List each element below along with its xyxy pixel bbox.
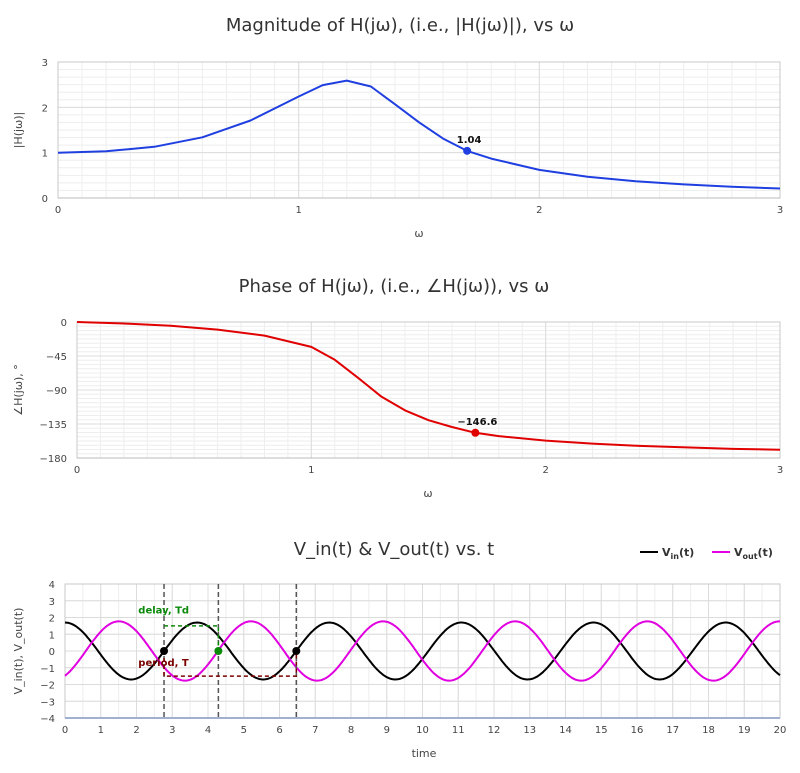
y-tick-label: 1 [49, 630, 55, 641]
x-tick-label: 0 [62, 725, 68, 736]
y-tick-label: −135 [40, 420, 67, 431]
delay-bracket [164, 625, 220, 651]
x-tick-label: 19 [738, 725, 751, 736]
phase-plot: 0 1 2 3 0 −45 −90 −135 −180 −146.6 [40, 318, 784, 476]
phase-x-label: ω [423, 487, 432, 500]
x-tick-label: 1 [295, 205, 301, 216]
legend-vin-label: Vin(t) [662, 546, 694, 561]
time-x-label: time [412, 747, 437, 760]
phase-chart-title: Phase of H(jω), (i.e., ∠H(jω)), vs ω [239, 276, 550, 297]
phase-series-line [76, 321, 781, 451]
vout-series-line [64, 620, 780, 682]
y-tick-label: 0 [49, 647, 55, 658]
y-tick-label: 3 [49, 597, 55, 608]
x-tick-label: 4 [205, 725, 211, 736]
magnitude-series-line [57, 79, 781, 190]
time-y-label: V_in(t), V_out(t) [12, 608, 25, 695]
magnitude-chart-title: Magnitude of H(jω), (i.e., |H(jω)|), vs … [226, 15, 574, 36]
phase-y-label: ∠H(jω), ° [12, 364, 25, 415]
x-tick-label: 3 [777, 205, 783, 216]
y-tick-label: −4 [40, 714, 55, 725]
magnitude-x-label: ω [414, 227, 423, 240]
phase-marker-label: −146.6 [457, 417, 497, 428]
y-tick-label: 2 [42, 103, 48, 114]
x-tick-label: 11 [452, 725, 465, 736]
y-tick-label: −90 [46, 386, 67, 397]
y-tick-label: 0 [42, 194, 48, 205]
period-label: period, T [138, 658, 189, 669]
x-tick-label: 14 [559, 725, 572, 736]
x-tick-label: 9 [384, 725, 390, 736]
zero-crossing-point [214, 647, 223, 655]
x-tick-label: 7 [312, 725, 318, 736]
zero-crossing-point [292, 647, 301, 655]
x-tick-label: 17 [666, 725, 679, 736]
y-tick-label: −2 [40, 681, 55, 692]
x-tick-label: 1 [308, 465, 314, 476]
time-chart-title: V_in(t) & V_out(t) vs. t [294, 539, 494, 560]
x-tick-label: 15 [595, 725, 608, 736]
x-tick-label: 16 [631, 725, 644, 736]
x-tick-label: 3 [777, 465, 783, 476]
magnitude-marker-point [463, 146, 472, 155]
period-bracket [163, 651, 298, 677]
x-tick-label: 6 [276, 725, 282, 736]
x-tick-label: 2 [542, 465, 548, 476]
x-tick-label: 3 [169, 725, 175, 736]
y-tick-label: 4 [49, 580, 55, 591]
y-tick-label: −3 [40, 697, 55, 708]
y-tick-label: 1 [42, 149, 48, 160]
magnitude-y-label: |H(jω)| [12, 112, 25, 149]
x-tick-label: 8 [348, 725, 354, 736]
magnitude-marker-label: 1.04 [457, 135, 482, 146]
zero-crossing-point [160, 647, 169, 655]
x-tick-label: 18 [702, 725, 715, 736]
x-tick-label: 10 [416, 725, 429, 736]
y-tick-label: −180 [40, 454, 67, 465]
time-plot: 0 1 2 3 4 5 6 7 8 9 10 11 12 13 14 15 16 17 18 19 2043210−1−… [40, 580, 786, 736]
y-tick-label: −1 [40, 664, 55, 675]
x-tick-label: 13 [523, 725, 536, 736]
x-tick-label: 2 [536, 205, 542, 216]
y-tick-label: 2 [49, 614, 55, 625]
x-tick-label: 0 [55, 205, 61, 216]
magnitude-plot: 0 1 2 3 0 1 2 3 1.04 [42, 58, 784, 216]
delay-label: delay, Td [138, 605, 189, 616]
legend-vout-label: Vout(t) [734, 546, 773, 561]
y-tick-label: −45 [46, 352, 67, 363]
x-tick-label: 20 [774, 725, 787, 736]
x-tick-label: 12 [488, 725, 501, 736]
y-tick-label: 0 [61, 318, 67, 329]
x-tick-label: 2 [133, 725, 139, 736]
x-tick-label: 5 [241, 725, 247, 736]
x-tick-label: 0 [74, 465, 80, 476]
legend[interactable]: Vin(t) Vout(t) [640, 546, 773, 561]
phase-marker-point [471, 428, 480, 437]
x-tick-label: 1 [98, 725, 104, 736]
y-tick-label: 3 [42, 58, 48, 69]
